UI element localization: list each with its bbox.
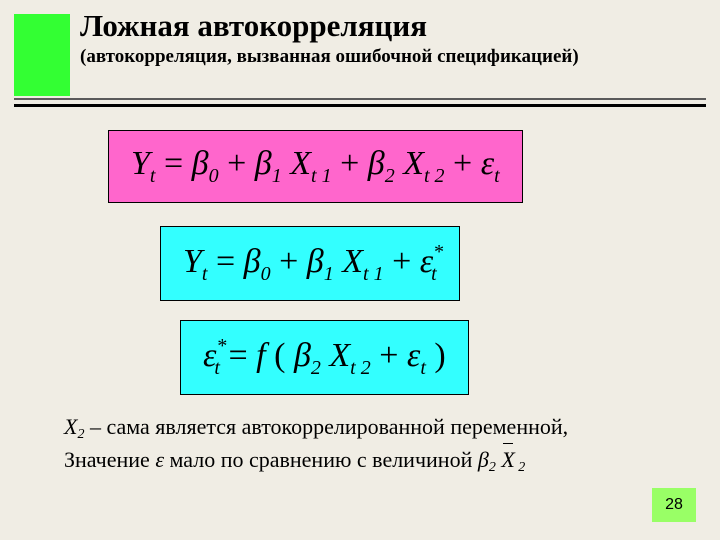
equation-1: Yt = β0 + β1 Xt 1 + β2 Xt 2 + εt: [108, 130, 523, 203]
page-subtitle: (автокорреляция, вызванная ошибочной спе…: [80, 46, 702, 68]
divider-thin: [14, 98, 706, 100]
explanation-text: X2 – сама является автокоррелированной п…: [64, 412, 680, 478]
divider-thick: [14, 104, 706, 107]
page-number: 28: [652, 488, 696, 522]
accent-bar: [14, 14, 70, 96]
page-title: Ложная автокорреляция: [80, 8, 702, 44]
equation-2: Yt = β0 + β1 Xt 1 + ε*t: [160, 226, 460, 301]
header: Ложная автокорреляция (автокорреляция, в…: [80, 8, 702, 68]
equation-3: ε*t = f ( β2 Xt 2 + εt ): [180, 320, 469, 395]
